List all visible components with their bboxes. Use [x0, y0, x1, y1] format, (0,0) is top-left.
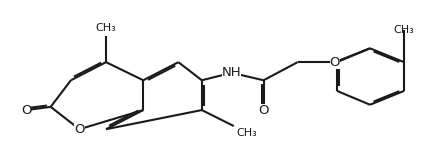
- Text: O: O: [330, 56, 340, 69]
- Text: CH₃: CH₃: [96, 23, 116, 33]
- Text: CH₃: CH₃: [394, 25, 414, 35]
- Text: O: O: [74, 123, 85, 136]
- Text: O: O: [258, 104, 269, 117]
- Text: NH: NH: [222, 66, 242, 79]
- Text: O: O: [21, 104, 32, 117]
- Text: CH₃: CH₃: [236, 128, 257, 138]
